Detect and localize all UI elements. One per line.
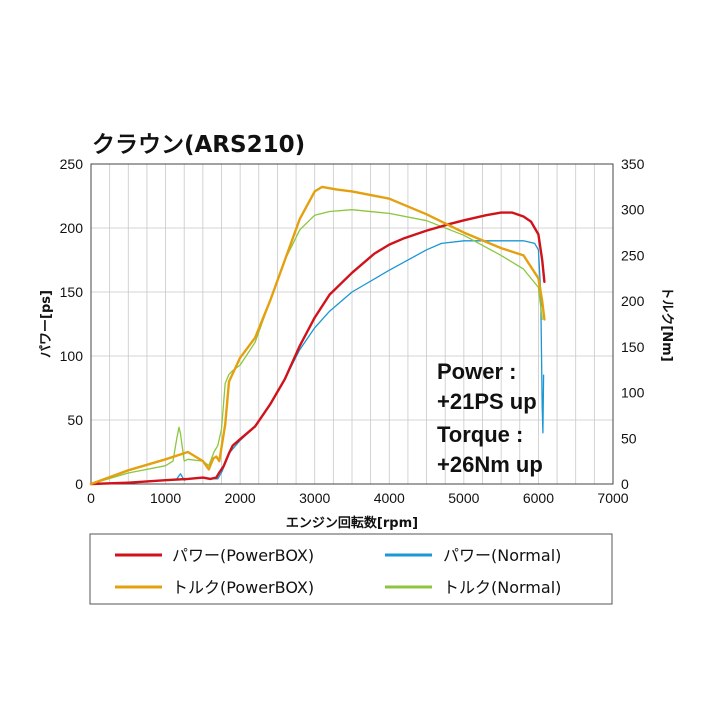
y-right-tick-label: 250	[621, 247, 645, 263]
y-right-tick-label: 150	[621, 339, 645, 355]
x-tick-label: 6000	[523, 490, 554, 506]
x-tick-label: 2000	[225, 490, 256, 506]
series-line-1	[89, 185, 546, 486]
y-left-tick-label: 200	[60, 220, 84, 236]
grid	[91, 164, 613, 484]
y-right-tick-label: 200	[621, 293, 645, 309]
y-axis-right-label: トルク[Nm]	[659, 286, 674, 361]
y-right-tick-label: 100	[621, 385, 645, 401]
y-right-tick-label: 0	[621, 476, 629, 492]
y-left-tick-label: 0	[75, 476, 83, 492]
x-tick-label: 5000	[448, 490, 479, 506]
series-line-3	[90, 209, 543, 485]
chart-title: クラウン(ARS210)	[92, 132, 305, 158]
series-line-0	[89, 211, 546, 486]
y-left-tick-label: 150	[60, 284, 84, 300]
y-left-tick-label: 250	[60, 156, 84, 172]
x-tick-label: 3000	[299, 490, 330, 506]
x-tick-label: 7000	[597, 490, 628, 506]
legend-label-torque-normal: トルク(Normal)	[443, 578, 561, 597]
series-lines	[89, 185, 546, 486]
legend-label-power-normal: パワー(Normal)	[443, 546, 561, 565]
annotation-torque-gain: +26Nm up	[437, 452, 543, 477]
y-right-tick-label: 50	[621, 430, 637, 446]
annotation-torque-title: Torque :	[437, 422, 523, 447]
legend: パワー(PowerBOX) トルク(PowerBOX) パワー(Normal) …	[89, 533, 613, 605]
x-tick-label: 0	[87, 490, 95, 506]
y-right-tick-label: 350	[621, 156, 645, 172]
annotation-power-gain: +21PS up	[437, 389, 537, 414]
x-tick-label: 1000	[150, 490, 181, 506]
legend-label-power-powerbox: パワー(PowerBOX)	[172, 546, 314, 565]
x-tick-label: 4000	[374, 490, 405, 506]
tick-labels: 0 1000 2000 3000 4000 5000 6000 700005010015020…	[60, 156, 645, 506]
y-left-tick-label: 100	[60, 348, 84, 364]
annotation-power-title: Power :	[437, 359, 516, 384]
legend-box	[89, 533, 613, 605]
x-axis-label: エンジン回転数[rpm]	[286, 515, 418, 531]
y-axis-left-label: パワー[ps]	[39, 290, 54, 358]
y-left-tick-label: 50	[67, 412, 83, 428]
legend-label-torque-powerbox: トルク(PowerBOX)	[172, 578, 314, 597]
y-right-tick-label: 300	[621, 202, 645, 218]
plot-frame	[90, 163, 614, 485]
